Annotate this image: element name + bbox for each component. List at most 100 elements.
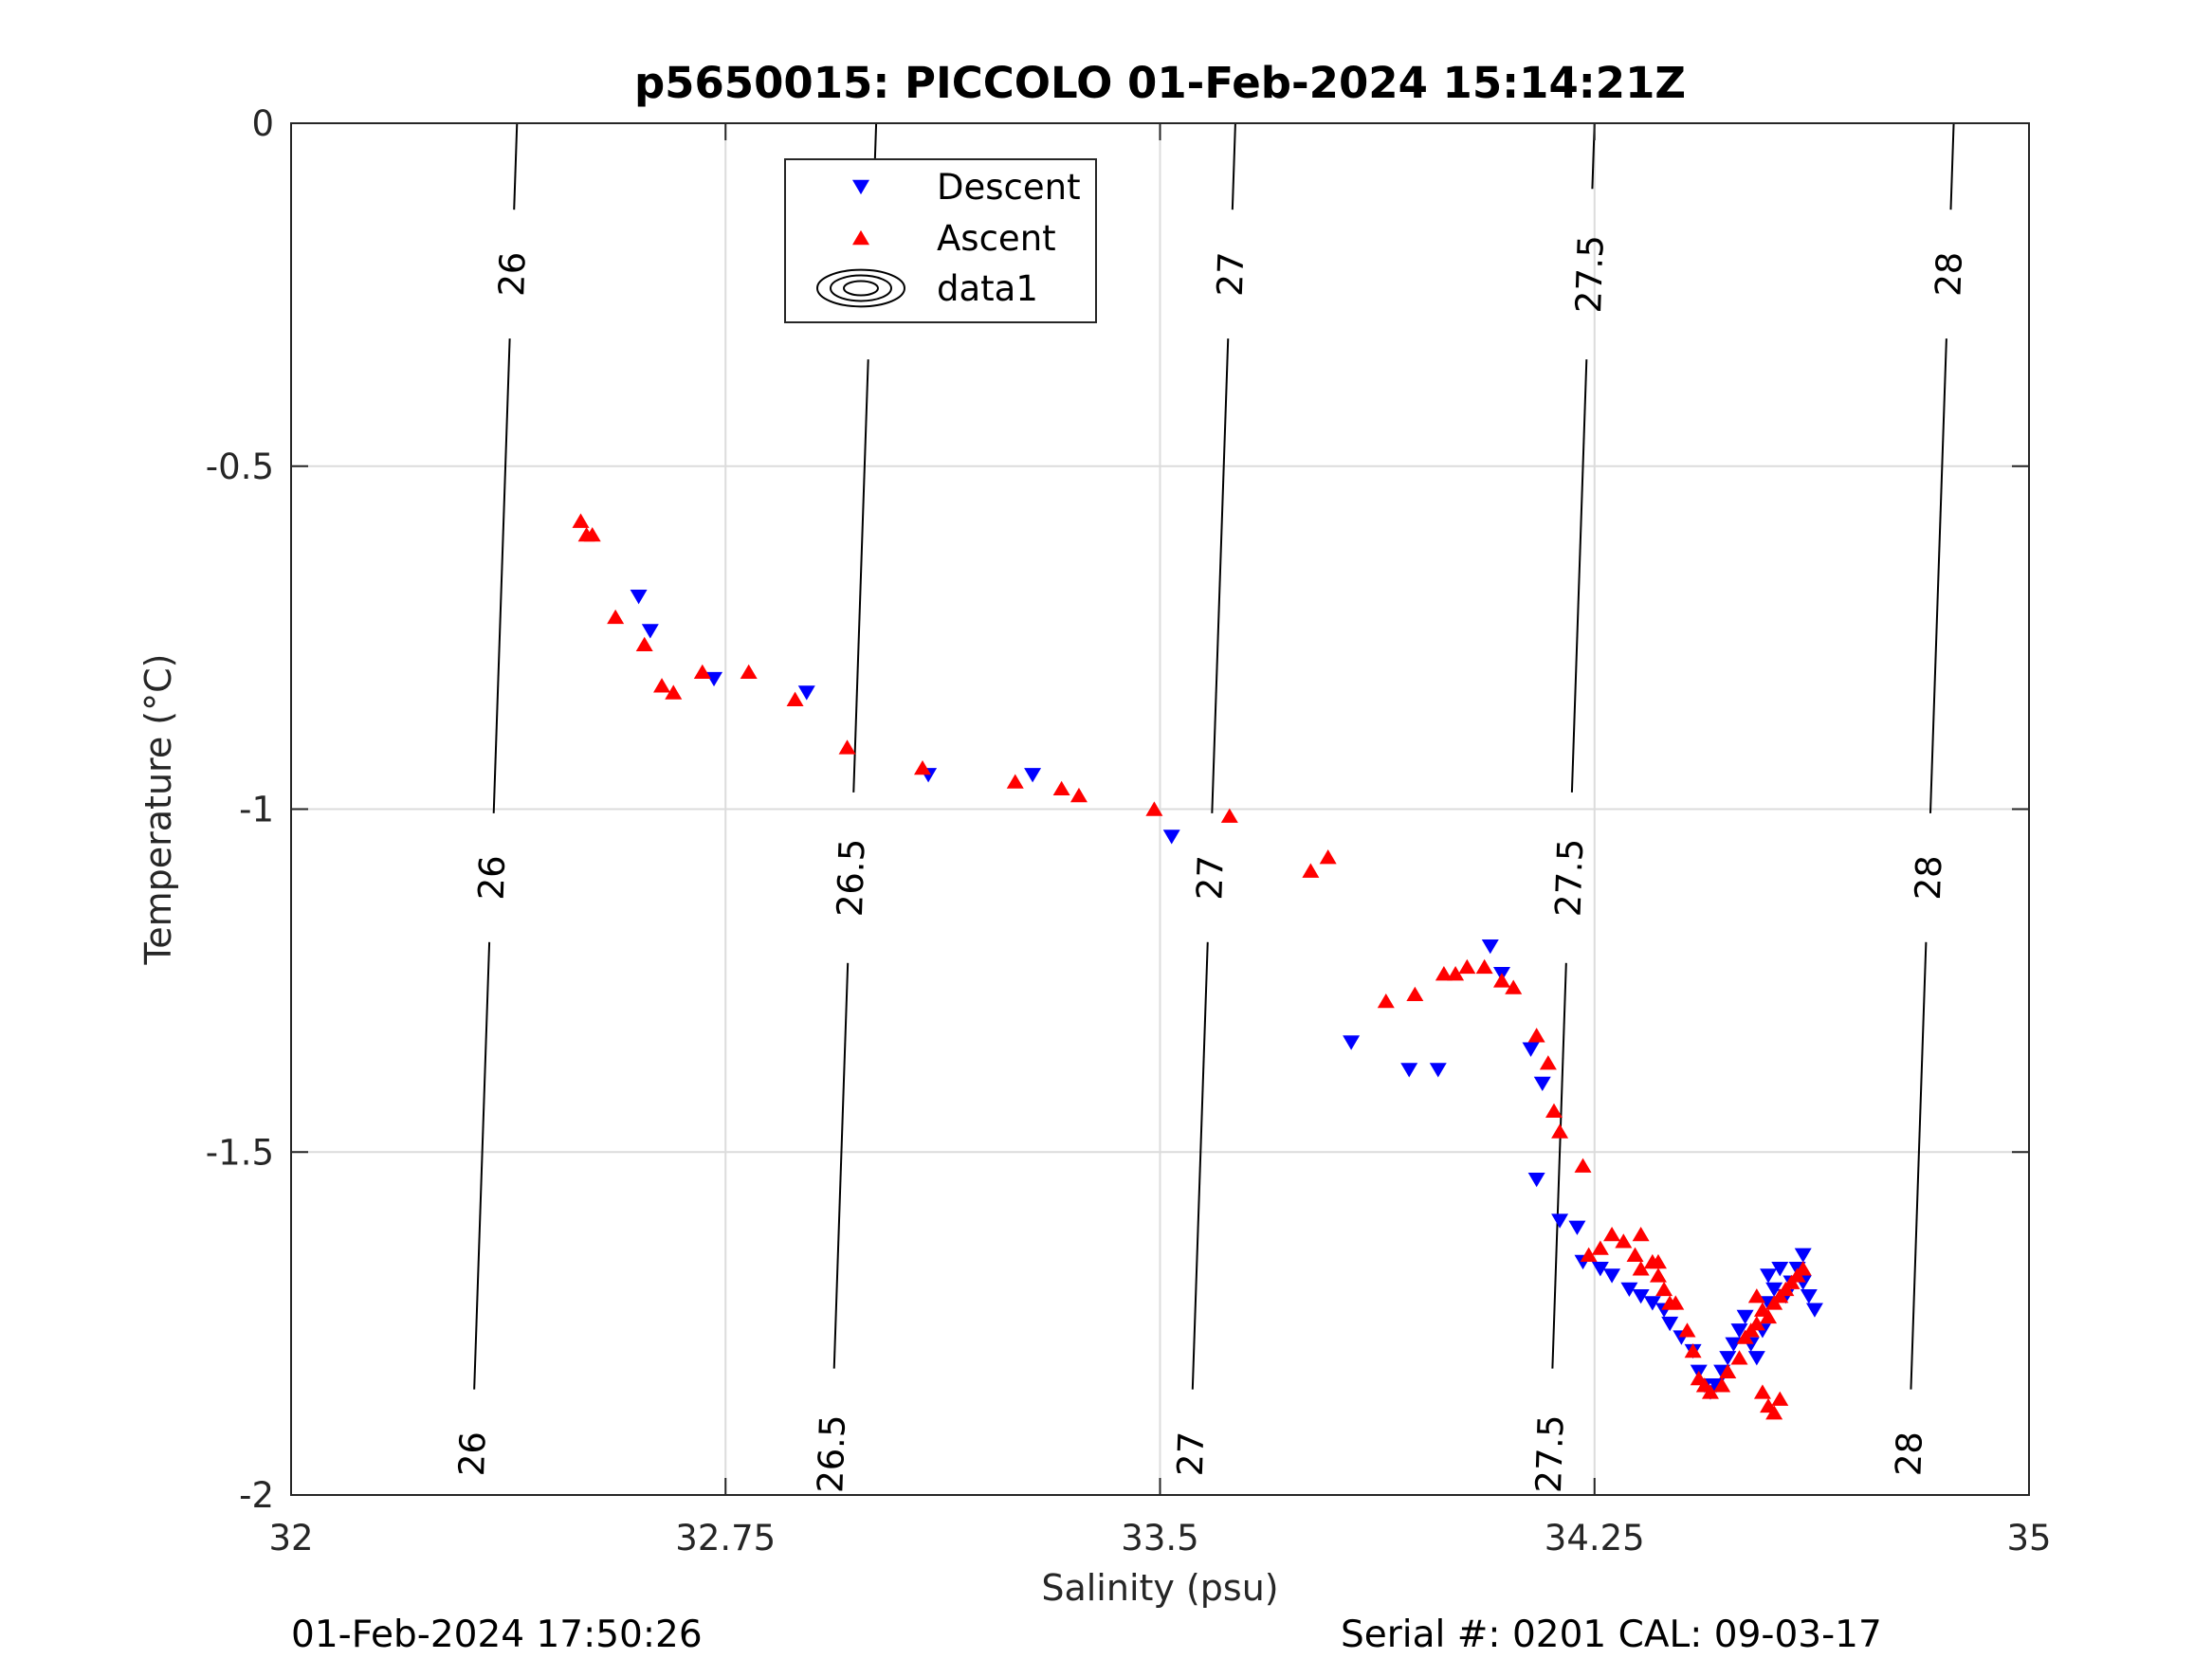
contour-label: 27.5 xyxy=(1528,1414,1572,1494)
ascent-point xyxy=(1771,1391,1789,1406)
ascent-point xyxy=(1006,774,1024,789)
descent-point xyxy=(1603,1268,1621,1284)
ascent-point xyxy=(665,684,683,700)
density-contour-line xyxy=(1949,122,1955,210)
serial-cal-footer: Serial #: 0201 CAL: 09-03-17 xyxy=(1341,1613,1882,1656)
descent-point xyxy=(1162,830,1180,845)
contour-label: 26 xyxy=(471,855,514,902)
descent-point xyxy=(1527,1172,1545,1188)
y-tick-label: -2 xyxy=(239,1475,274,1516)
contour-label: 28 xyxy=(1888,1431,1930,1477)
ascent-point xyxy=(607,609,625,625)
ascent-point xyxy=(1551,1123,1569,1139)
ascent-point xyxy=(838,739,856,755)
ascent-point xyxy=(1684,1342,1702,1358)
descent-point xyxy=(641,624,659,639)
descent-point xyxy=(630,590,648,605)
ascent-point xyxy=(1069,787,1088,803)
density-contour-line xyxy=(513,122,519,210)
ascent-point xyxy=(1655,1281,1673,1297)
ascent-point xyxy=(1539,1055,1557,1070)
descent-point xyxy=(1771,1262,1789,1277)
timestamp-footer: 01-Feb-2024 17:50:26 xyxy=(291,1613,703,1656)
ascent-point xyxy=(1794,1261,1812,1276)
density-contour-line xyxy=(832,962,850,1369)
descent-point xyxy=(1725,1337,1743,1352)
descent-point xyxy=(1736,1309,1754,1324)
ascent-point xyxy=(1435,966,1453,981)
contour-label: 28 xyxy=(1928,251,1970,298)
contour-label: 26.5 xyxy=(830,838,873,918)
descent-point xyxy=(1760,1268,1778,1284)
grid xyxy=(290,122,2030,1496)
y-axis-label: Temperature (°C) xyxy=(137,654,179,966)
density-contour-line xyxy=(492,338,511,813)
y-tick-label: -1.5 xyxy=(206,1132,274,1173)
ascent-point xyxy=(653,678,671,693)
ascent-point xyxy=(1760,1308,1778,1324)
chart-title: p5650015: PICCOLO 01-Feb-2024 15:14:21Z xyxy=(634,58,1686,108)
contour-label: 28 xyxy=(1908,855,1950,902)
legend-entry[interactable]: Descent xyxy=(937,167,1081,208)
descent-point xyxy=(705,671,723,687)
density-contour-line xyxy=(1551,962,1567,1369)
legend-entry[interactable]: Ascent xyxy=(937,218,1056,259)
y-tick-label: -1 xyxy=(239,790,274,830)
contour-label: 26.5 xyxy=(810,1414,853,1494)
ascent-point xyxy=(786,691,804,706)
legend-contour-marker xyxy=(816,268,905,308)
density-contour-line xyxy=(1910,941,1928,1390)
density-contour-line xyxy=(1211,338,1230,813)
legend[interactable]: Descent Ascent data1 xyxy=(784,158,1097,323)
descent-point xyxy=(1024,768,1042,783)
legend-entry[interactable]: data1 xyxy=(937,268,1038,309)
descent-point xyxy=(1805,1303,1823,1318)
y-tick-label: 0 xyxy=(251,103,274,144)
ascent-point xyxy=(1730,1350,1748,1365)
contour-label: 26 xyxy=(451,1431,494,1477)
density-contour-line xyxy=(852,359,869,793)
descent-point xyxy=(1429,1063,1447,1078)
density-contour-line xyxy=(1191,941,1209,1390)
descent-point xyxy=(1591,1262,1609,1277)
ascent-point xyxy=(1661,1295,1679,1310)
ascent-point xyxy=(1591,1240,1609,1255)
descent-series xyxy=(630,590,1823,1400)
ascent-point xyxy=(1649,1267,1667,1283)
ascent-point xyxy=(583,527,601,542)
ascent-point xyxy=(1406,986,1424,1002)
ascent-point xyxy=(1632,1261,1650,1276)
ascent-point xyxy=(1220,808,1238,823)
descent-point xyxy=(797,685,815,701)
ascent-point xyxy=(1719,1363,1737,1378)
contour-label: 26 xyxy=(491,251,534,298)
ascent-point xyxy=(1302,863,1320,878)
contour-label: 27 xyxy=(1210,251,1252,298)
ascent-point xyxy=(1145,801,1163,816)
contour-label: 27.5 xyxy=(1568,234,1612,314)
legend-contour-marker xyxy=(830,274,892,302)
y-tick-label: -0.5 xyxy=(206,447,274,487)
ascent-point xyxy=(1574,1158,1592,1173)
x-tick-label: 32 xyxy=(268,1518,313,1559)
x-tick-label: 34.25 xyxy=(1545,1518,1645,1559)
descent-point xyxy=(1661,1316,1679,1332)
contour-label: 27.5 xyxy=(1547,838,1591,918)
ascent-point xyxy=(1753,1384,1771,1399)
axes: 32 32.75 33.5 34.25 35 0 -0.5 -1 -1.5 -2 xyxy=(206,103,2052,1559)
ascent-point xyxy=(913,759,931,775)
ascent-point xyxy=(1742,1322,1760,1338)
descent-point xyxy=(1632,1288,1650,1304)
descent-point xyxy=(1719,1351,1737,1366)
ascent-point xyxy=(1052,780,1070,795)
descent-point xyxy=(1522,1042,1540,1057)
descent-point xyxy=(1643,1296,1661,1311)
ascent-point xyxy=(1615,1233,1633,1249)
ascent-point xyxy=(1626,1247,1644,1262)
density-contour-line xyxy=(1570,359,1588,793)
ascent-point xyxy=(1492,973,1510,988)
descent-point xyxy=(1481,939,1499,955)
descent-point xyxy=(1568,1220,1586,1235)
ascent-point xyxy=(1580,1247,1598,1262)
